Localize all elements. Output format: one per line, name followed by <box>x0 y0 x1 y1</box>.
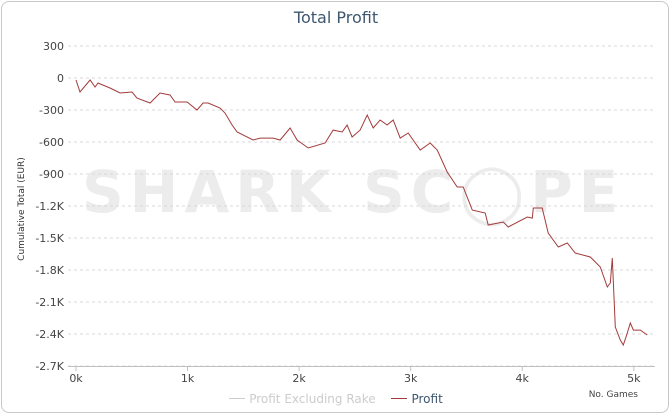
legend: Profit Excluding Rake Profit <box>0 388 672 406</box>
legend-swatch <box>229 398 246 399</box>
y-tick-label: -900 <box>39 168 64 181</box>
y-tick-label: -1.8K <box>35 264 64 277</box>
x-tick-label: 5k <box>627 372 641 385</box>
legend-item-profit-excluding-rake[interactable]: Profit Excluding Rake <box>229 391 376 406</box>
x-tick-label: 2k <box>292 372 306 385</box>
profit-series-line <box>75 79 648 347</box>
y-tick-label: -600 <box>39 136 64 149</box>
y-tick-label: -2.1K <box>35 296 64 309</box>
y-tick-label: 0 <box>57 72 64 85</box>
legend-label: Profit Excluding Rake <box>249 391 376 406</box>
y-tick-label: -1.5K <box>35 232 64 245</box>
y-tick-label: -2.7K <box>35 360 64 373</box>
x-tick-label: 3k <box>404 372 418 385</box>
legend-label: Profit <box>411 391 443 406</box>
chart-title: Total Profit <box>293 8 379 27</box>
x-tick-label: 1k <box>181 372 195 385</box>
legend-swatch <box>391 398 408 399</box>
legend-item-profit[interactable]: Profit <box>391 391 443 406</box>
x-axis-label: No. Games <box>588 390 638 400</box>
y-tick-label: -300 <box>39 104 64 117</box>
watermark-logo: SHARK SC◯PE <box>82 158 625 226</box>
y-tick-label: -2.4K <box>35 328 64 341</box>
x-tick-label: 4k <box>516 372 530 385</box>
y-tick-label: -1.2K <box>35 200 64 213</box>
y-tick-label: 300 <box>43 40 64 53</box>
x-tick-label: 0k <box>69 372 83 385</box>
